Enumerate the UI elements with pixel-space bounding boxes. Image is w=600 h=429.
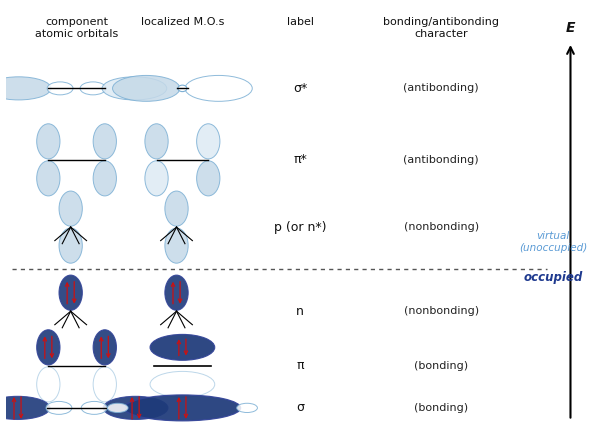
- Ellipse shape: [47, 82, 73, 95]
- Ellipse shape: [59, 191, 82, 226]
- Ellipse shape: [237, 403, 257, 413]
- Text: bonding/antibonding
character: bonding/antibonding character: [383, 17, 499, 39]
- Ellipse shape: [93, 161, 116, 196]
- Text: π*: π*: [293, 153, 307, 166]
- Ellipse shape: [59, 275, 82, 310]
- Ellipse shape: [197, 161, 220, 196]
- Ellipse shape: [37, 367, 60, 402]
- Text: π: π: [296, 360, 304, 372]
- Ellipse shape: [145, 161, 168, 196]
- Text: virtual
(unoccupied): virtual (unoccupied): [519, 231, 587, 253]
- Ellipse shape: [197, 124, 220, 159]
- Text: σ: σ: [296, 402, 304, 414]
- Ellipse shape: [81, 402, 107, 414]
- Text: localized M.O.s: localized M.O.s: [141, 17, 224, 27]
- Ellipse shape: [103, 396, 168, 420]
- Text: (antibonding): (antibonding): [403, 83, 479, 94]
- Ellipse shape: [93, 124, 116, 159]
- Ellipse shape: [178, 85, 187, 92]
- Text: σ*: σ*: [293, 82, 307, 95]
- Ellipse shape: [0, 396, 50, 420]
- Ellipse shape: [165, 191, 188, 226]
- Text: n: n: [296, 305, 304, 318]
- Ellipse shape: [150, 334, 215, 360]
- Text: (nonbonding): (nonbonding): [404, 306, 479, 316]
- Ellipse shape: [93, 367, 116, 402]
- Ellipse shape: [165, 228, 188, 263]
- Ellipse shape: [37, 124, 60, 159]
- Text: (bonding): (bonding): [414, 361, 468, 371]
- Ellipse shape: [124, 395, 241, 421]
- Ellipse shape: [145, 124, 168, 159]
- Ellipse shape: [46, 402, 72, 414]
- Ellipse shape: [107, 403, 128, 413]
- Ellipse shape: [93, 330, 116, 365]
- Ellipse shape: [165, 275, 188, 310]
- Text: (bonding): (bonding): [414, 403, 468, 413]
- Text: E: E: [566, 21, 575, 35]
- Ellipse shape: [0, 77, 51, 100]
- Text: label: label: [287, 17, 314, 27]
- Text: (nonbonding): (nonbonding): [404, 222, 479, 232]
- Ellipse shape: [37, 330, 60, 365]
- Ellipse shape: [37, 161, 60, 196]
- Ellipse shape: [102, 77, 167, 100]
- Text: occupied: occupied: [523, 271, 583, 284]
- Ellipse shape: [59, 228, 82, 263]
- Text: p (or n*): p (or n*): [274, 221, 326, 234]
- Ellipse shape: [80, 82, 106, 95]
- Text: component
atomic orbitals: component atomic orbitals: [35, 17, 118, 39]
- Ellipse shape: [185, 76, 252, 101]
- Text: (antibonding): (antibonding): [403, 155, 479, 165]
- Ellipse shape: [113, 76, 180, 101]
- Ellipse shape: [150, 372, 215, 397]
